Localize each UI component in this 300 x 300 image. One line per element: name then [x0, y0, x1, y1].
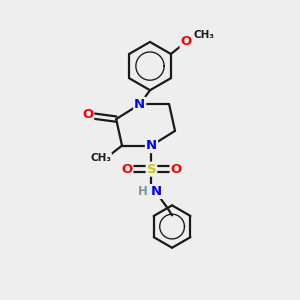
Text: O: O: [121, 163, 132, 176]
Text: S: S: [147, 163, 156, 176]
Text: N: N: [134, 98, 145, 111]
Text: O: O: [181, 35, 192, 48]
Text: H: H: [138, 185, 148, 198]
Text: CH₃: CH₃: [194, 30, 214, 40]
Text: CH₃: CH₃: [90, 153, 111, 163]
Text: O: O: [171, 163, 182, 176]
Text: O: O: [82, 109, 93, 122]
Text: N: N: [146, 139, 157, 152]
Text: N: N: [150, 185, 161, 198]
